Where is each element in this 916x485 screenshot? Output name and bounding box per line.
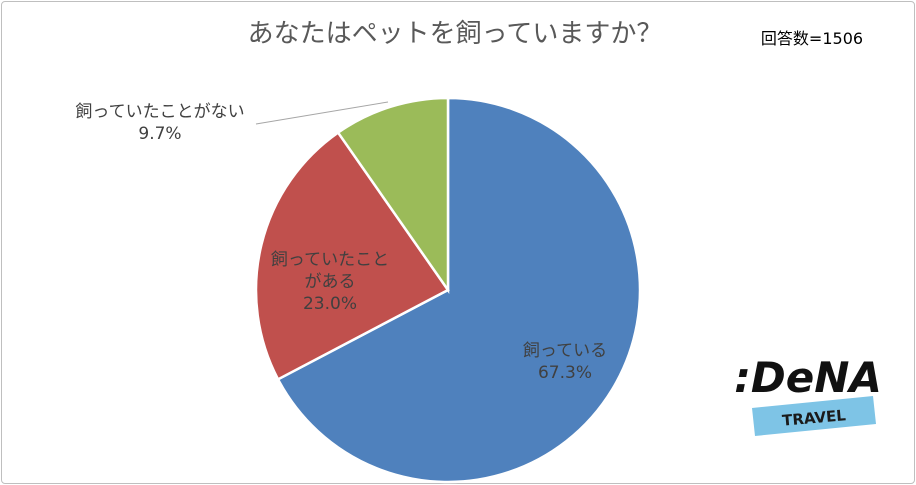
leader-line: [255, 101, 389, 125]
logo-name: :DeNA: [734, 353, 882, 402]
chart-title: あなたはペットを飼っていますか？: [248, 19, 663, 49]
category-label: 飼っていたことがある: [270, 250, 390, 292]
logo: :DeNA TRAVEL: [734, 353, 882, 436]
value-label: 23.0%: [302, 294, 357, 314]
pie-slice: [276, 96, 642, 484]
value-label: 67.3%: [537, 363, 592, 383]
slice-label: 飼っていたことがない 9.7%: [75, 101, 244, 145]
logo-sub: TRAVEL: [781, 406, 847, 430]
sample-size: 回答数=1506: [761, 29, 863, 48]
pie-slice: [254, 130, 450, 381]
category-label: 飼っている: [522, 341, 608, 361]
pie-slice: [336, 96, 450, 294]
slice-label: 飼っている 67.3%: [523, 340, 607, 384]
logo-band: [752, 396, 876, 436]
pie: [254, 96, 642, 484]
category-label: 飼っていたことがない: [75, 102, 245, 122]
value-label: 9.7%: [138, 124, 182, 144]
slice-label: 飼っていたことがある 23.0%: [268, 249, 393, 315]
